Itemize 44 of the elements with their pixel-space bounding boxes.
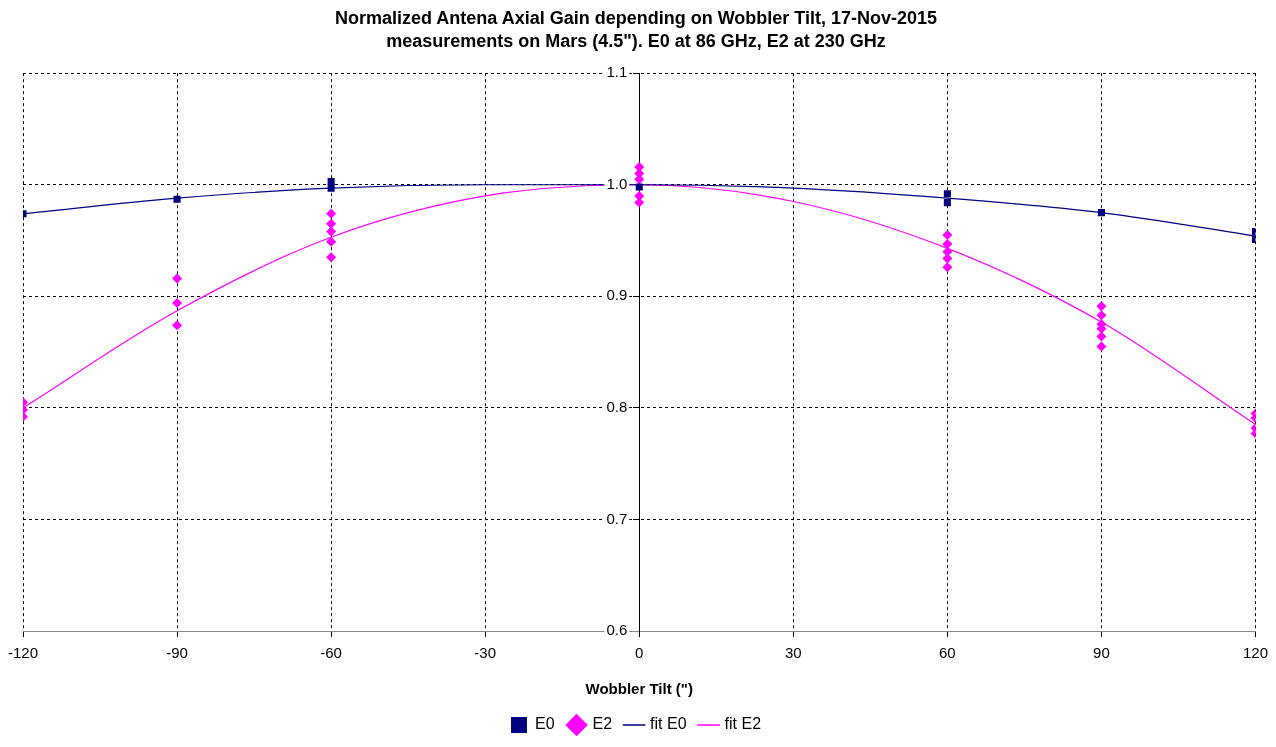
point bbox=[1097, 209, 1105, 217]
point bbox=[327, 177, 335, 185]
legend-label: E0 bbox=[534, 715, 555, 733]
point bbox=[943, 199, 951, 207]
point bbox=[1096, 310, 1107, 321]
y-tick-label: 0.7 bbox=[606, 509, 628, 527]
x-tick-label: 60 bbox=[939, 644, 956, 662]
point bbox=[942, 238, 953, 249]
x-tick-label: 30 bbox=[784, 644, 802, 662]
y-tick-label: 0.6 bbox=[606, 621, 628, 639]
legend-label: fit E2 bbox=[724, 715, 762, 733]
y-tick-label: 0.8 bbox=[606, 398, 628, 416]
point bbox=[326, 208, 337, 219]
x-tick-label: 90 bbox=[1093, 644, 1110, 662]
point bbox=[172, 273, 183, 284]
point bbox=[173, 195, 181, 203]
point bbox=[1096, 341, 1107, 352]
point bbox=[942, 229, 953, 240]
point bbox=[635, 183, 643, 191]
point bbox=[326, 252, 337, 263]
legend-label: fit E0 bbox=[650, 715, 687, 733]
x-tick-label: 0 bbox=[635, 644, 644, 662]
x-tick-label: -30 bbox=[474, 644, 497, 662]
point bbox=[172, 320, 183, 331]
point bbox=[1096, 301, 1107, 312]
x-axis-title: Wobbler Tilt (") bbox=[585, 680, 693, 698]
y-tick-label: 0.9 bbox=[606, 286, 628, 304]
y-tick-label: 1.1 bbox=[606, 63, 628, 81]
point bbox=[326, 218, 337, 229]
y-tick-label: 1.0 bbox=[606, 174, 628, 192]
x-tick-label: -120 bbox=[8, 644, 39, 662]
chart-subtitle: measurements on Mars (4.5"). E0 at 86 GHz, E2 at 230 GHz bbox=[386, 31, 886, 52]
x-tick-label: -90 bbox=[166, 644, 188, 662]
point bbox=[326, 236, 337, 247]
legend-label: E2 bbox=[592, 715, 613, 733]
x-tick-label: 120 bbox=[1242, 644, 1268, 662]
point bbox=[326, 226, 337, 237]
point bbox=[327, 184, 335, 192]
x-tick-label: -60 bbox=[320, 644, 342, 662]
point bbox=[172, 298, 183, 309]
point bbox=[942, 262, 953, 273]
point bbox=[1096, 331, 1107, 342]
chart-title: Normalized Antena Axial Gain depending on Wobbler Tilt, 17-Nov-2015 bbox=[334, 7, 938, 28]
point bbox=[943, 190, 951, 198]
